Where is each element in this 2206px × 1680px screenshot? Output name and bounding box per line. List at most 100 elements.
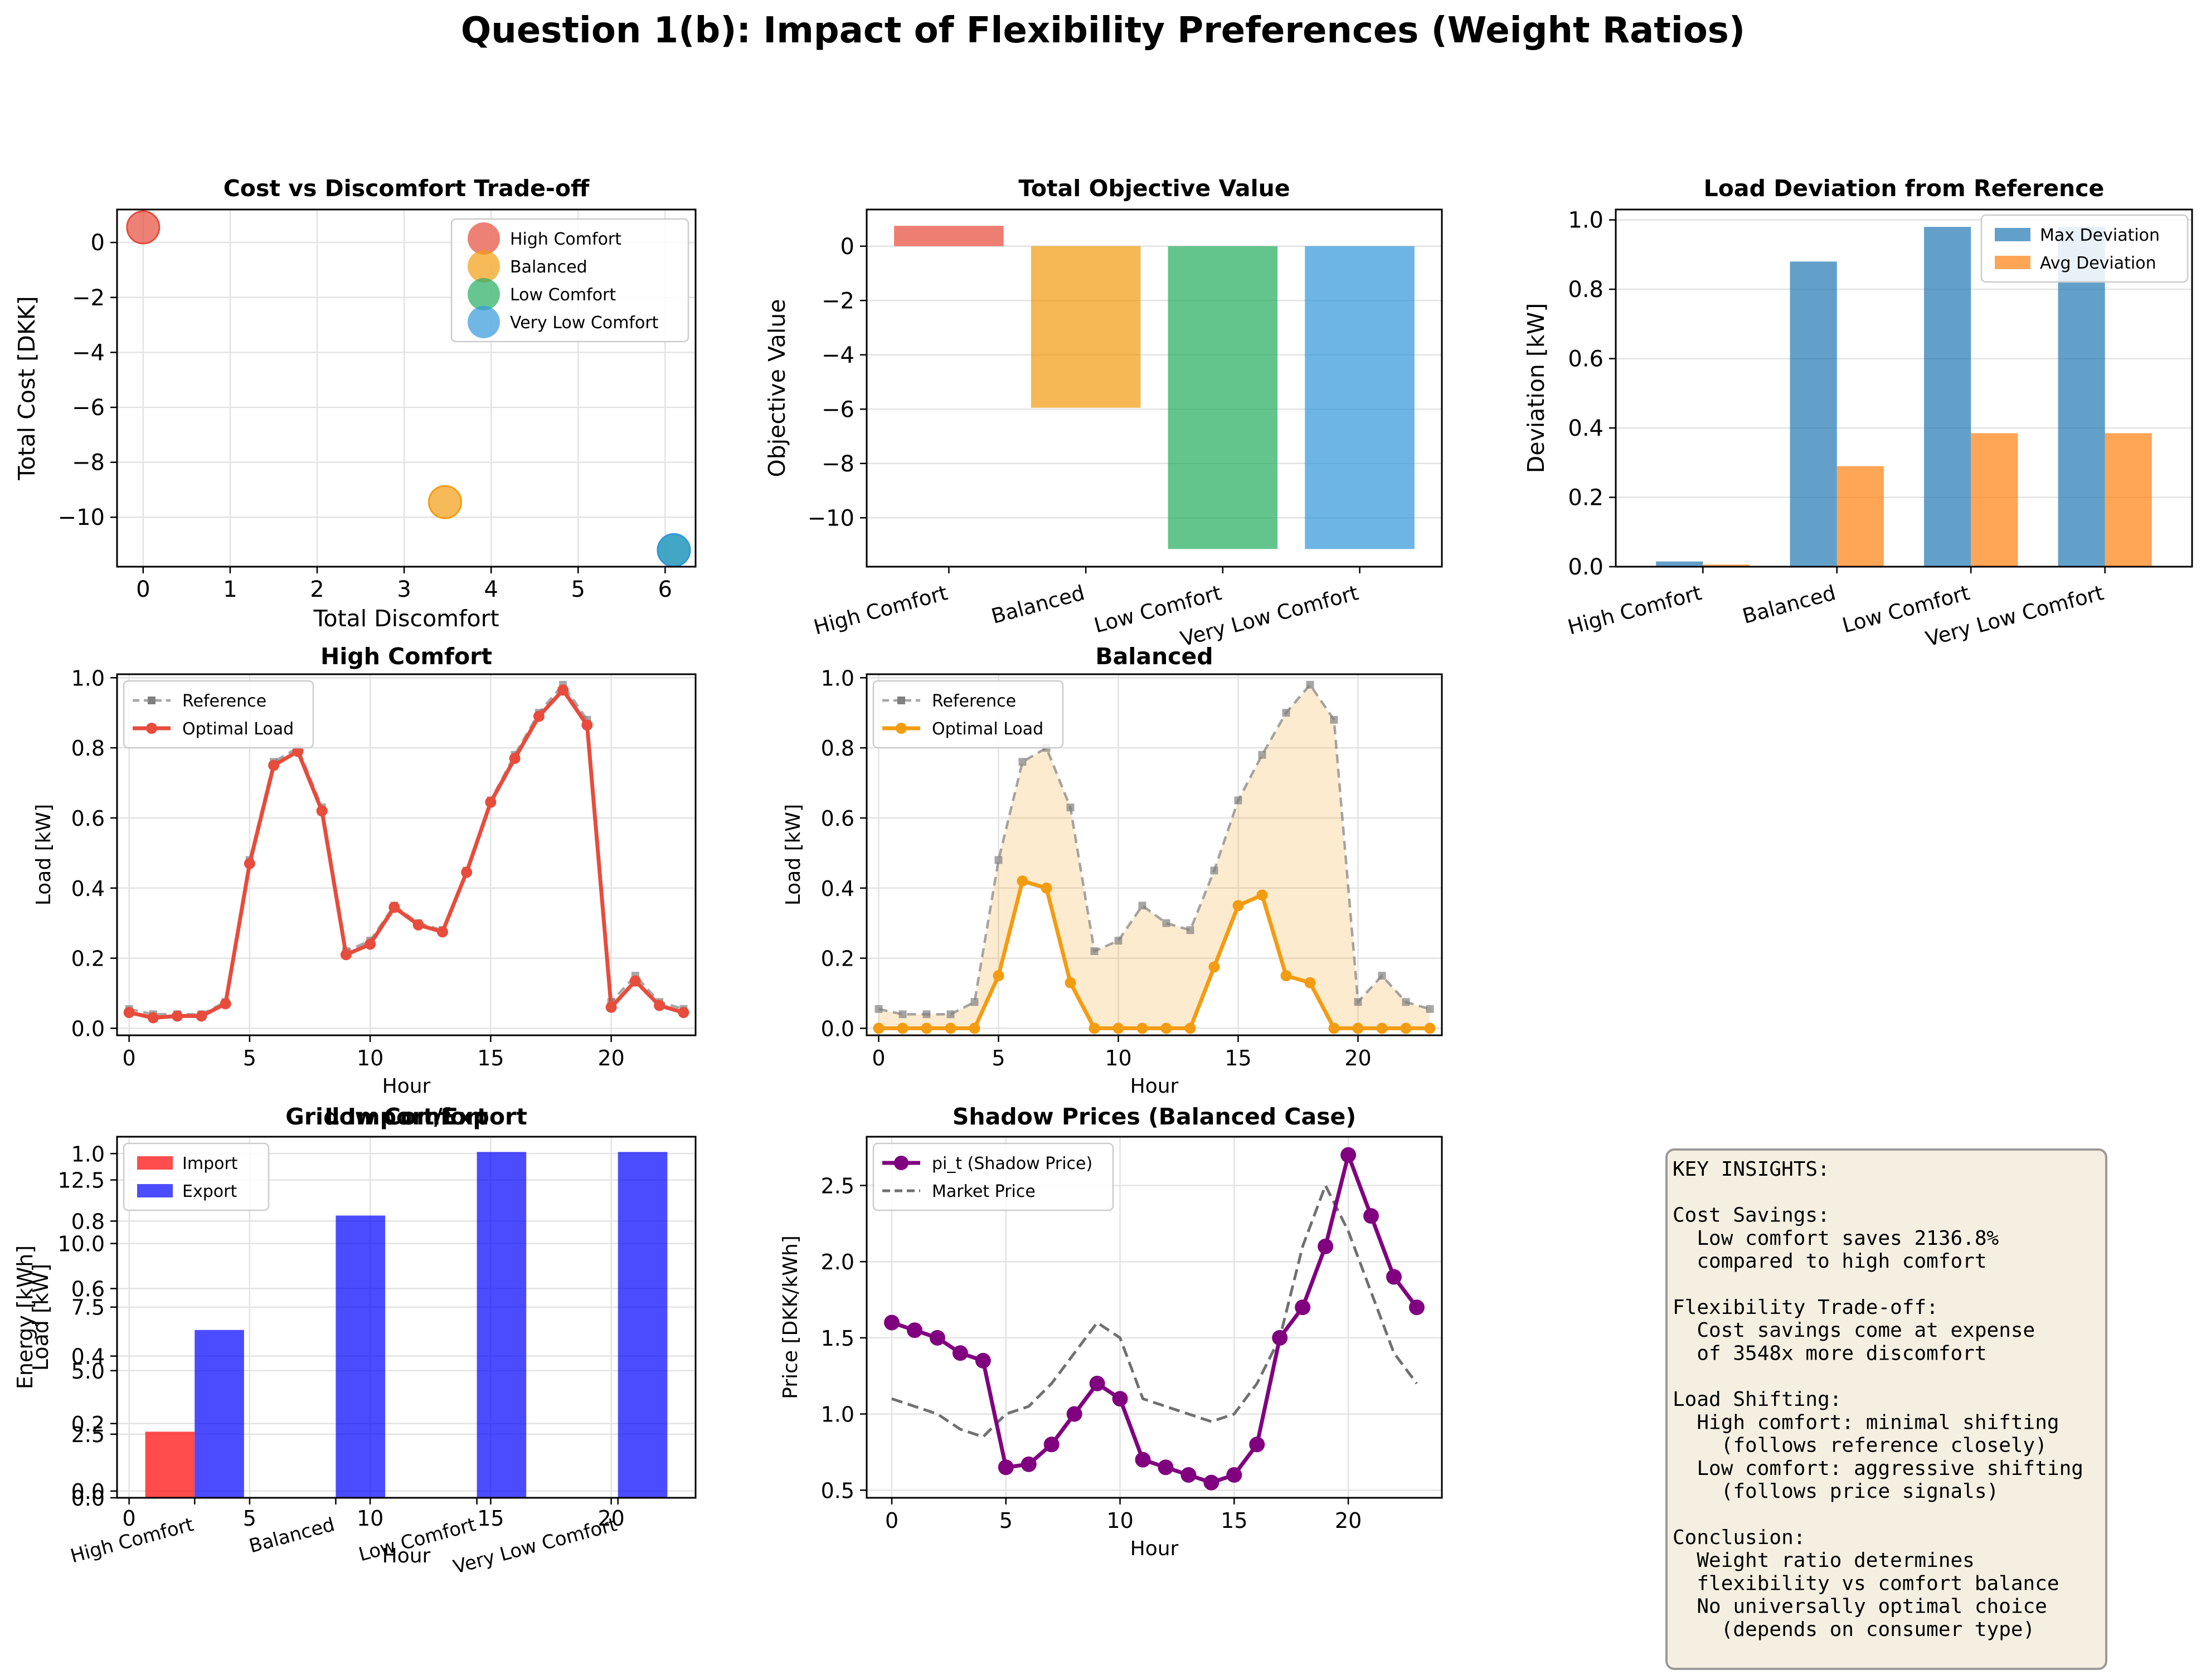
objective-bar — [1031, 246, 1141, 408]
reference-point — [1018, 758, 1027, 766]
legend-marker — [468, 250, 500, 283]
y-tick-label: 0.6 — [71, 1277, 105, 1302]
optimal-load-point — [1280, 970, 1292, 982]
scatter-point — [657, 533, 691, 567]
x-tick-label: 15 — [1221, 1508, 1247, 1533]
y-tick-label: 0.4 — [71, 1345, 105, 1369]
reference-point — [874, 1005, 883, 1013]
scatter-point — [126, 210, 161, 245]
deviation-bar — [2105, 433, 2152, 567]
y-tick-label: 0.0 — [1568, 554, 1604, 580]
deviation-bar-chart: 0.0 0.2 0.4 0.6 0.8 1.0 High Comfort Balanced Lo… — [1523, 175, 2193, 651]
x-tick-label: 4 — [484, 577, 498, 602]
shadow-price-point — [1408, 1299, 1425, 1316]
axes-frame — [116, 208, 697, 568]
optimal-load-point — [1256, 889, 1268, 901]
optimal-load-point — [485, 796, 497, 808]
optimal-load-point — [1208, 961, 1220, 973]
x-tick-label: 15 — [477, 1506, 504, 1531]
x-tick-label: 20 — [597, 1506, 624, 1531]
optimal-load-point — [1304, 977, 1316, 988]
optimal-load-point — [945, 1022, 956, 1034]
x-tick-label: 10 — [357, 1046, 383, 1070]
y-tick-label: 0.2 — [71, 947, 105, 971]
legend-marker — [896, 723, 907, 734]
insight-line: of 3548x more discomfort — [1673, 1342, 1987, 1365]
y-tick-label: 0.2 — [1568, 485, 1604, 511]
reference-point — [1402, 998, 1410, 1006]
optimal-load-point — [897, 1022, 908, 1034]
reference-point — [1066, 804, 1075, 812]
export-bar — [195, 1330, 244, 1498]
optimal-load-point — [123, 1007, 135, 1019]
shadow-price-point — [1112, 1391, 1128, 1407]
tradeoff-scatter-plot: 0 1 2 3 4 5 6 0 −2 −4 −6 −8 −10 Cost vs Discomfort Tr… — [13, 175, 697, 632]
y-tick-label: 0.6 — [71, 806, 105, 831]
deviation-bar — [1790, 261, 1837, 567]
optimal-load-point — [461, 866, 473, 878]
insight-line: flexibility vs comfort balance — [1673, 1572, 2059, 1595]
reference-point — [1258, 751, 1266, 759]
subplot-title: Grid Import/Export — [285, 1103, 527, 1130]
optimal-load-point — [1352, 1022, 1364, 1034]
deviation-bar — [2058, 227, 2105, 567]
shadow-price-point — [1066, 1406, 1082, 1422]
x-axis-label: Total Discomfort — [313, 605, 499, 632]
legend-box — [872, 680, 1064, 749]
y-tick-label: 0.5 — [821, 1478, 854, 1503]
x-tick-label: 0 — [885, 1508, 898, 1533]
optimal-load-point — [1065, 977, 1076, 988]
shadow-price-point — [1089, 1375, 1105, 1391]
optimal-load-point — [365, 938, 376, 950]
insight-line: (follows reference closely) — [1673, 1434, 2047, 1457]
shadow-price-point — [1386, 1269, 1402, 1285]
y-tick-label: 1.0 — [821, 666, 854, 690]
insights-box — [1665, 1148, 2107, 1670]
y-tick-label: 0.4 — [71, 876, 105, 901]
legend-label: Very Low Comfort — [510, 313, 659, 333]
high-comfort-line-chart: 0 5 10 15 20 0.0 0.2 0.4 0.6 0.8 1.0 High Comfort Ho… — [32, 643, 697, 1098]
legend-marker — [468, 278, 500, 310]
legend-label: Import — [182, 1154, 238, 1173]
objective-bar — [1305, 246, 1415, 549]
y-tick-label: 0.6 — [1568, 347, 1604, 372]
y-tick-label: 5.0 — [71, 1359, 105, 1384]
x-axis-label: Hour — [382, 1075, 431, 1098]
subplot-title: Balanced — [1095, 643, 1213, 670]
shadow-price-point — [1340, 1147, 1357, 1163]
legend-label: Reference — [182, 692, 266, 711]
optimal-load-point — [605, 1001, 617, 1013]
y-tick-label: 0.6 — [821, 806, 854, 831]
optimal-load-point — [1089, 1022, 1100, 1034]
deviation-bar — [1656, 561, 1703, 567]
y-tick-label: 0.8 — [71, 736, 105, 761]
optimal-load-point — [509, 752, 521, 764]
scatter-point — [427, 485, 462, 519]
y-tick-label: 1.0 — [1568, 208, 1604, 233]
subplot-title: Cost vs Discomfort Trade-off — [223, 175, 590, 202]
reference-point — [1330, 715, 1338, 724]
legend-box — [123, 680, 314, 749]
x-tick-label: 20 — [1344, 1046, 1371, 1070]
shadow-price-point — [1363, 1208, 1379, 1224]
legend-marker — [897, 697, 905, 704]
optimal-load-point — [436, 926, 448, 938]
y-tick-label: −2 — [822, 288, 854, 314]
reference-line — [878, 683, 1431, 1016]
optimal-load-point — [1400, 1022, 1412, 1034]
y-tick-label: 0.0 — [71, 1486, 105, 1511]
y-tick-label: −10 — [58, 505, 105, 530]
legend-label: Optimal Load — [932, 719, 1043, 739]
shadow-price-point — [907, 1322, 922, 1338]
optimal-load-point — [340, 949, 352, 961]
shadow-price-point — [1158, 1459, 1174, 1476]
subplot-title: Load Deviation from Reference — [1704, 175, 2105, 202]
shadow-price-point — [975, 1352, 991, 1369]
insight-line: (depends on consumer type) — [1673, 1618, 2035, 1641]
export-bar — [618, 1152, 668, 1498]
balanced-line-chart: 0 5 10 15 20 0.0 0.2 0.4 0.6 0.8 1.0 Balanced Hour Lo… — [782, 643, 1443, 1098]
subplot-title: Shadow Prices (Balanced Case) — [953, 1103, 1356, 1130]
insight-line: Low comfort saves 2136.8% — [1673, 1227, 1999, 1250]
axes-frame — [866, 1136, 1443, 1499]
shadow-price-chart: 0 5 10 15 20 0.5 1.0 1.5 2.0 2.5 Shadow Prices (Ba… — [779, 1103, 1443, 1560]
